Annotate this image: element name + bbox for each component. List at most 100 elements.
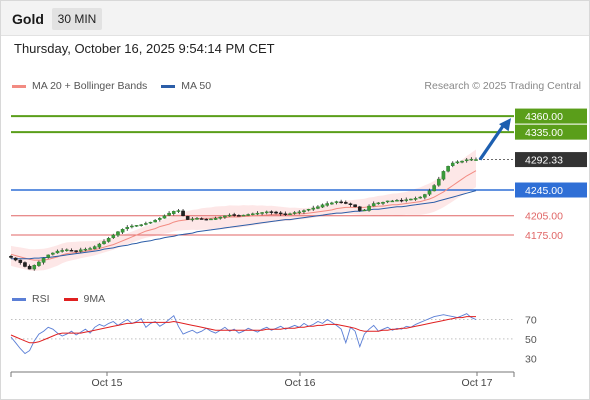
candle-body [144, 223, 148, 225]
candle-body [74, 250, 78, 252]
legend-label-ma50: MA 50 [181, 80, 212, 92]
candle-body [320, 204, 325, 208]
candle-body [102, 241, 106, 245]
price-label-4360.00: 4360.00 [525, 111, 563, 123]
legend-item-ma20: MA 20 + Bollinger Bands [12, 80, 147, 92]
candle-body [255, 212, 260, 215]
candle-body [97, 243, 102, 248]
candle-body [339, 201, 343, 204]
candle-body [362, 209, 367, 212]
candle-body [241, 214, 246, 217]
candle-body [399, 199, 404, 202]
candle-body [167, 212, 171, 216]
candle-body [125, 227, 130, 229]
candle-body [130, 225, 134, 228]
candle-body [209, 218, 213, 221]
chart-header: Gold 30 MIN [1, 1, 589, 36]
candle-body [395, 200, 399, 202]
candle-body [237, 215, 241, 217]
symbol-title: Gold [12, 11, 44, 27]
price-legend: MA 20 + Bollinger Bands MA 50 [12, 80, 225, 92]
candle-body [83, 248, 88, 251]
candle-body [190, 218, 195, 221]
candle-body [460, 160, 464, 163]
candle-body [213, 218, 218, 220]
rsi-tick-70: 70 [525, 315, 537, 327]
candle-body [437, 178, 441, 186]
candle-body [134, 225, 139, 227]
candle-body [376, 202, 381, 205]
candle-body [246, 214, 250, 216]
candle-body [418, 196, 423, 199]
candle-body [46, 254, 50, 258]
candle-body [469, 158, 474, 161]
candle-body [92, 246, 97, 250]
ma20-line [10, 170, 477, 261]
legend-swatch-ma20 [12, 84, 26, 88]
copyright-notice: Research © 2025 Trading Central [424, 80, 581, 92]
candle-body [446, 166, 450, 172]
candle-body [232, 214, 237, 216]
legend-swatch-rsi [12, 297, 26, 301]
candle-body [51, 252, 55, 255]
legend-item-ma50: MA 50 [161, 80, 211, 92]
candle-body [427, 190, 432, 195]
candle-body [292, 212, 297, 214]
last-price-label: 4292.33 [525, 155, 563, 167]
candle-body [288, 213, 292, 215]
candle-body [390, 200, 395, 203]
candle-body [223, 215, 227, 218]
candle-body [302, 210, 306, 213]
candle-body [27, 265, 32, 270]
candle-body [278, 212, 283, 215]
candle-body [153, 220, 157, 223]
candle-body [185, 216, 190, 220]
legend-item-rsi: RSI [12, 293, 50, 305]
candle-body [106, 238, 111, 242]
candle-body [41, 257, 46, 263]
candle-body [264, 211, 269, 214]
target-arrow-head [499, 118, 511, 132]
time-tick-label: Oct 16 [285, 377, 316, 389]
candle-body [88, 248, 92, 250]
candle-body [13, 257, 18, 261]
candle-body [353, 204, 357, 207]
last-price-tag-bg [515, 152, 587, 168]
candle-body [9, 256, 13, 258]
rsi-9ma-line [10, 316, 476, 344]
candle-body [111, 234, 116, 238]
candle-body [227, 214, 232, 217]
candle-body [381, 202, 385, 204]
candle-body [64, 249, 69, 251]
candle-body [78, 249, 83, 252]
time-tick-label: Oct 15 [92, 377, 123, 389]
candle-body [432, 185, 436, 192]
target-arrow-shaft [478, 122, 507, 161]
rsi-tick-50: 50 [525, 334, 537, 346]
price-label-4335.00: 4335.00 [525, 127, 563, 139]
legend-swatch-9ma [63, 297, 78, 301]
candle-body [139, 224, 144, 226]
candle-body [441, 171, 446, 180]
candle-body [250, 213, 255, 215]
rsi-tick-30: 30 [525, 353, 537, 365]
price-tag-bg [515, 124, 587, 140]
price-label-4175.00: 4175.00 [525, 230, 563, 242]
candle-body [316, 206, 320, 209]
candle-body [18, 259, 23, 263]
candle-body [260, 212, 264, 214]
candle-body [306, 209, 311, 211]
candle-body [116, 231, 120, 236]
timeframe-badge[interactable]: 30 MIN [52, 8, 102, 30]
bollinger-band-area [11, 149, 476, 271]
legend-swatch-ma50 [161, 84, 176, 88]
candle-body [404, 199, 409, 201]
candle-body [32, 265, 37, 270]
candle-body [195, 218, 199, 220]
candle-body [199, 218, 204, 220]
candle-body [474, 159, 478, 161]
candle-body [23, 262, 27, 267]
candle-body [385, 200, 390, 203]
candle-body [413, 198, 418, 200]
